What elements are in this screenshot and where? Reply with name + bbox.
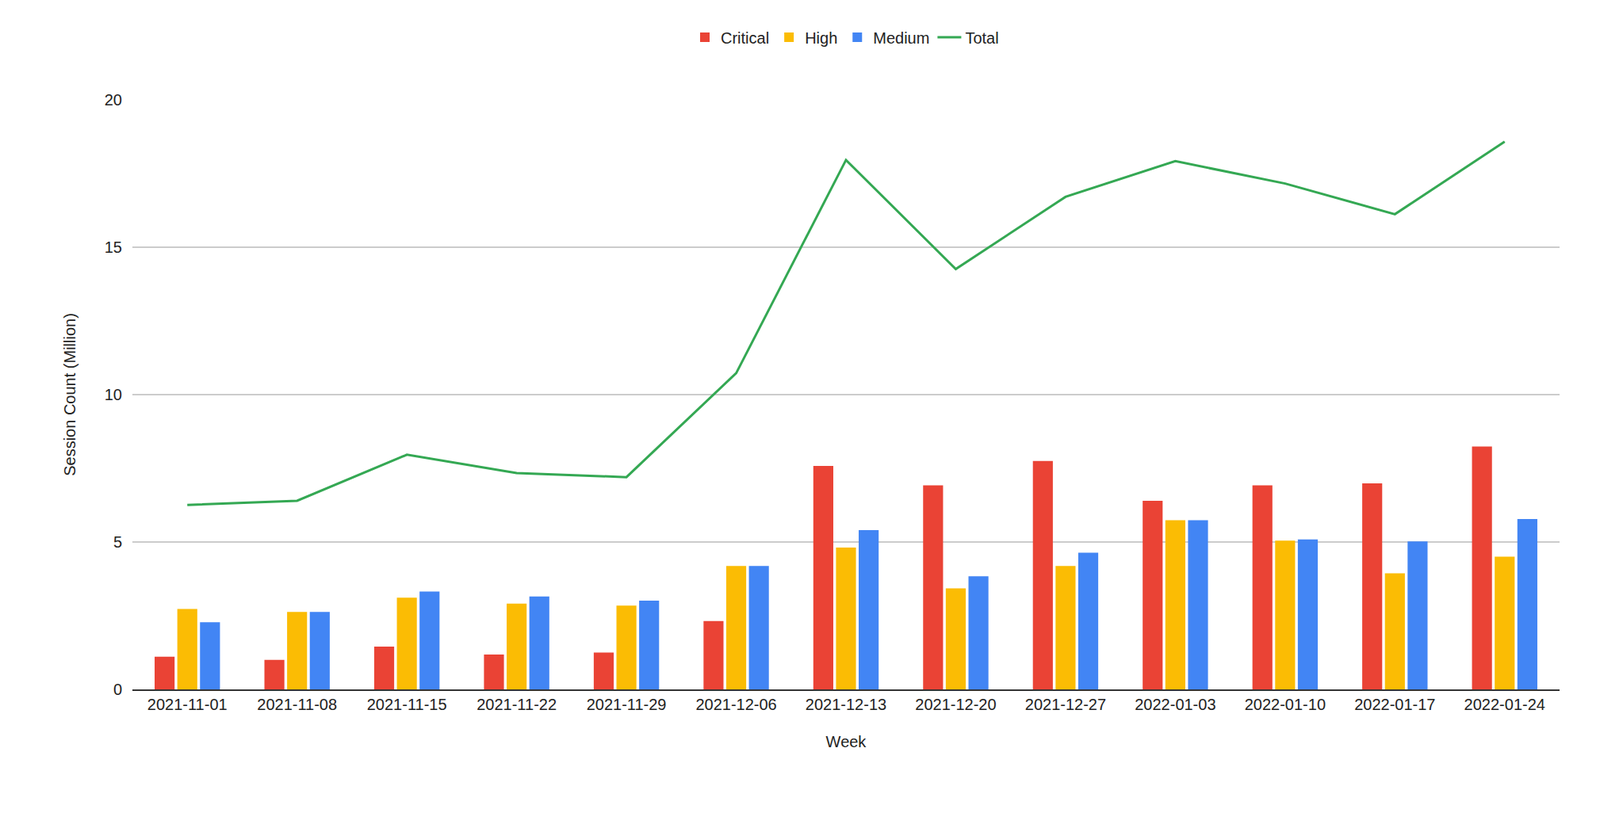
svg-text:2022-01-24: 2022-01-24 [1464,696,1546,714]
svg-text:2022-01-03: 2022-01-03 [1134,696,1216,714]
svg-text:2021-12-13: 2021-12-13 [805,696,887,714]
svg-text:2021-12-27: 2021-12-27 [1025,696,1107,714]
svg-text:2021-11-29: 2021-11-29 [586,696,667,714]
svg-text:2021-12-20: 2021-12-20 [914,696,996,714]
svg-text:5: 5 [113,533,123,552]
svg-text:2021-11-01: 2021-11-01 [147,696,228,714]
svg-text:0: 0 [113,681,123,699]
svg-text:2021-11-15: 2021-11-15 [367,696,448,714]
svg-text:2021-11-22: 2021-11-22 [476,696,557,714]
svg-text:2021-11-08: 2021-11-08 [256,696,337,714]
svg-text:20: 20 [104,91,123,109]
svg-text:2022-01-10: 2022-01-10 [1244,696,1326,714]
svg-text:Week: Week [826,733,868,751]
svg-text:High: High [804,29,838,47]
svg-text:2021-12-06: 2021-12-06 [695,696,777,714]
svg-text:Total: Total [964,29,999,47]
svg-text:10: 10 [104,386,123,404]
svg-text:15: 15 [104,238,123,257]
svg-text:Session Count (Million): Session Count (Million) [61,313,79,477]
svg-text:Critical: Critical [720,29,770,47]
svg-text:Medium: Medium [872,29,930,47]
svg-text:2022-01-17: 2022-01-17 [1354,696,1436,714]
